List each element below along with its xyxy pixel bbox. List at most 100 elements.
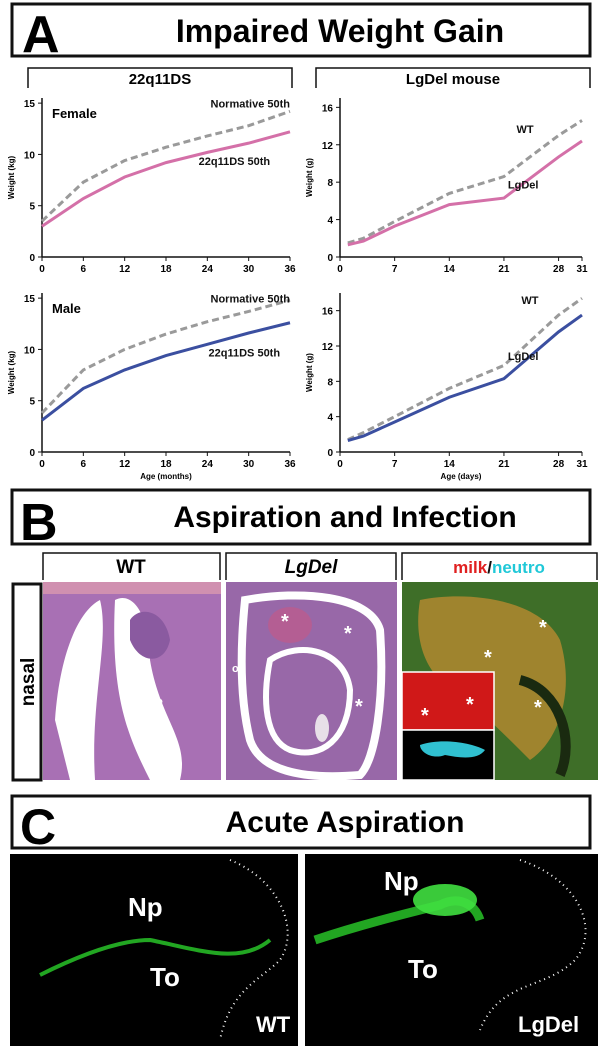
panel-letter: B [20, 494, 58, 552]
fluorescence [39, 937, 272, 977]
x-tick-label: 30 [243, 459, 255, 470]
y-tick-label: 5 [29, 397, 35, 408]
x-tick-label: 21 [498, 264, 510, 275]
x-tick-label: 36 [284, 459, 296, 470]
y-tick-label: 12 [322, 342, 334, 353]
marker: * [355, 696, 363, 718]
x-tick-label: 12 [119, 459, 131, 470]
series-label: WT [521, 295, 538, 307]
series-line [347, 119, 583, 245]
panel-title: Acute Aspiration [226, 806, 465, 839]
x-tick-label: 7 [392, 459, 398, 470]
genotype-label: WT [256, 1012, 291, 1037]
tissue-label: oe [232, 663, 245, 675]
marker: * [421, 705, 429, 727]
y-tick-label: 10 [24, 345, 36, 356]
y-tick-label: 4 [327, 216, 333, 227]
y-tick-label: 15 [24, 294, 36, 305]
panel-title: Impaired Weight Gain [176, 13, 504, 49]
column-bracket [225, 552, 397, 580]
marker: * [344, 623, 352, 645]
tissue [43, 582, 221, 594]
x-tick-label: 6 [81, 264, 87, 275]
y-tick-label: 8 [327, 178, 333, 189]
y-tick-label: 0 [29, 253, 35, 264]
y-tick-label: 10 [24, 150, 36, 161]
x-tick-label: 12 [119, 264, 131, 275]
x-tick-label: 18 [160, 459, 172, 470]
genotype-label: LgDel [518, 1012, 579, 1037]
region-label: Np [384, 866, 419, 896]
y-axis-label: Weight (g) [305, 158, 314, 197]
x-tick-label: 0 [39, 459, 45, 470]
series-line [41, 130, 291, 228]
x-axis-label: Age (days) [441, 472, 482, 481]
series-line [347, 313, 583, 442]
y-tick-label: 0 [327, 253, 333, 264]
panel-title: Aspiration and Infection [173, 501, 516, 534]
series-label: Normative 50th [211, 99, 291, 111]
x-tick-label: 0 [39, 264, 45, 275]
x-axis-label: Age (months) [140, 472, 192, 481]
inset-milk [401, 671, 495, 731]
x-tick-label: 28 [553, 459, 565, 470]
y-tick-label: 15 [24, 99, 36, 110]
series-line [40, 109, 291, 223]
x-tick-label: 31 [576, 264, 588, 275]
row-label: nasal [18, 658, 39, 707]
x-tick-label: 0 [337, 264, 343, 275]
x-tick-label: 21 [498, 459, 510, 470]
panel-letter: A [22, 6, 60, 64]
y-tick-label: 0 [327, 448, 333, 459]
panel-header [10, 488, 592, 546]
series-label: Normative 50th [211, 294, 291, 306]
y-tick-label: 5 [29, 202, 35, 213]
fluorescence [413, 884, 477, 916]
column-bracket [315, 67, 591, 88]
column-bracket [27, 67, 293, 88]
marker: * [466, 694, 474, 716]
annotation: Female [52, 106, 97, 121]
column-header: WT [116, 557, 146, 578]
panel-header [10, 2, 592, 58]
lumen [55, 600, 103, 780]
x-tick-label: 30 [243, 264, 255, 275]
y-axis-label: Weight (g) [305, 353, 314, 392]
x-tick-label: 14 [444, 459, 456, 470]
series-line [41, 321, 291, 422]
marker: * [484, 647, 492, 669]
x-tick-label: 24 [202, 459, 214, 470]
column-header: 22q11DS [129, 71, 192, 88]
column-header: LgDel mouse [406, 71, 500, 88]
x-tick-label: 6 [81, 459, 87, 470]
marker: * [281, 611, 289, 633]
x-tick-label: 18 [160, 264, 172, 275]
y-tick-label: 12 [322, 141, 334, 152]
marker: * [534, 697, 542, 719]
lumen [263, 647, 354, 756]
column-bracket [401, 552, 598, 580]
series-label: 22q11DS 50th [199, 156, 271, 168]
region-label: Np [128, 892, 163, 922]
y-axis-label: Weight (kg) [7, 350, 16, 394]
stain-milk: milk [453, 558, 488, 577]
series-line [347, 297, 583, 441]
panel-letter: C [20, 799, 56, 855]
lumen [114, 598, 183, 780]
marker: * [539, 617, 547, 639]
region-label: To [408, 954, 438, 984]
row-label-box [11, 582, 43, 782]
panel-header [10, 794, 592, 850]
series-line [40, 298, 291, 415]
stain-header: milk/neutro [453, 558, 545, 577]
series-label: 22q11DS 50th [209, 348, 281, 360]
stain-neutro: neutro [492, 558, 545, 577]
tissue [518, 675, 571, 777]
x-tick-label: 24 [202, 264, 214, 275]
tissue [315, 714, 329, 742]
x-tick-label: 7 [392, 264, 398, 275]
tissue-label: oe [150, 696, 163, 708]
neutrophils [420, 741, 485, 758]
y-tick-label: 0 [29, 448, 35, 459]
